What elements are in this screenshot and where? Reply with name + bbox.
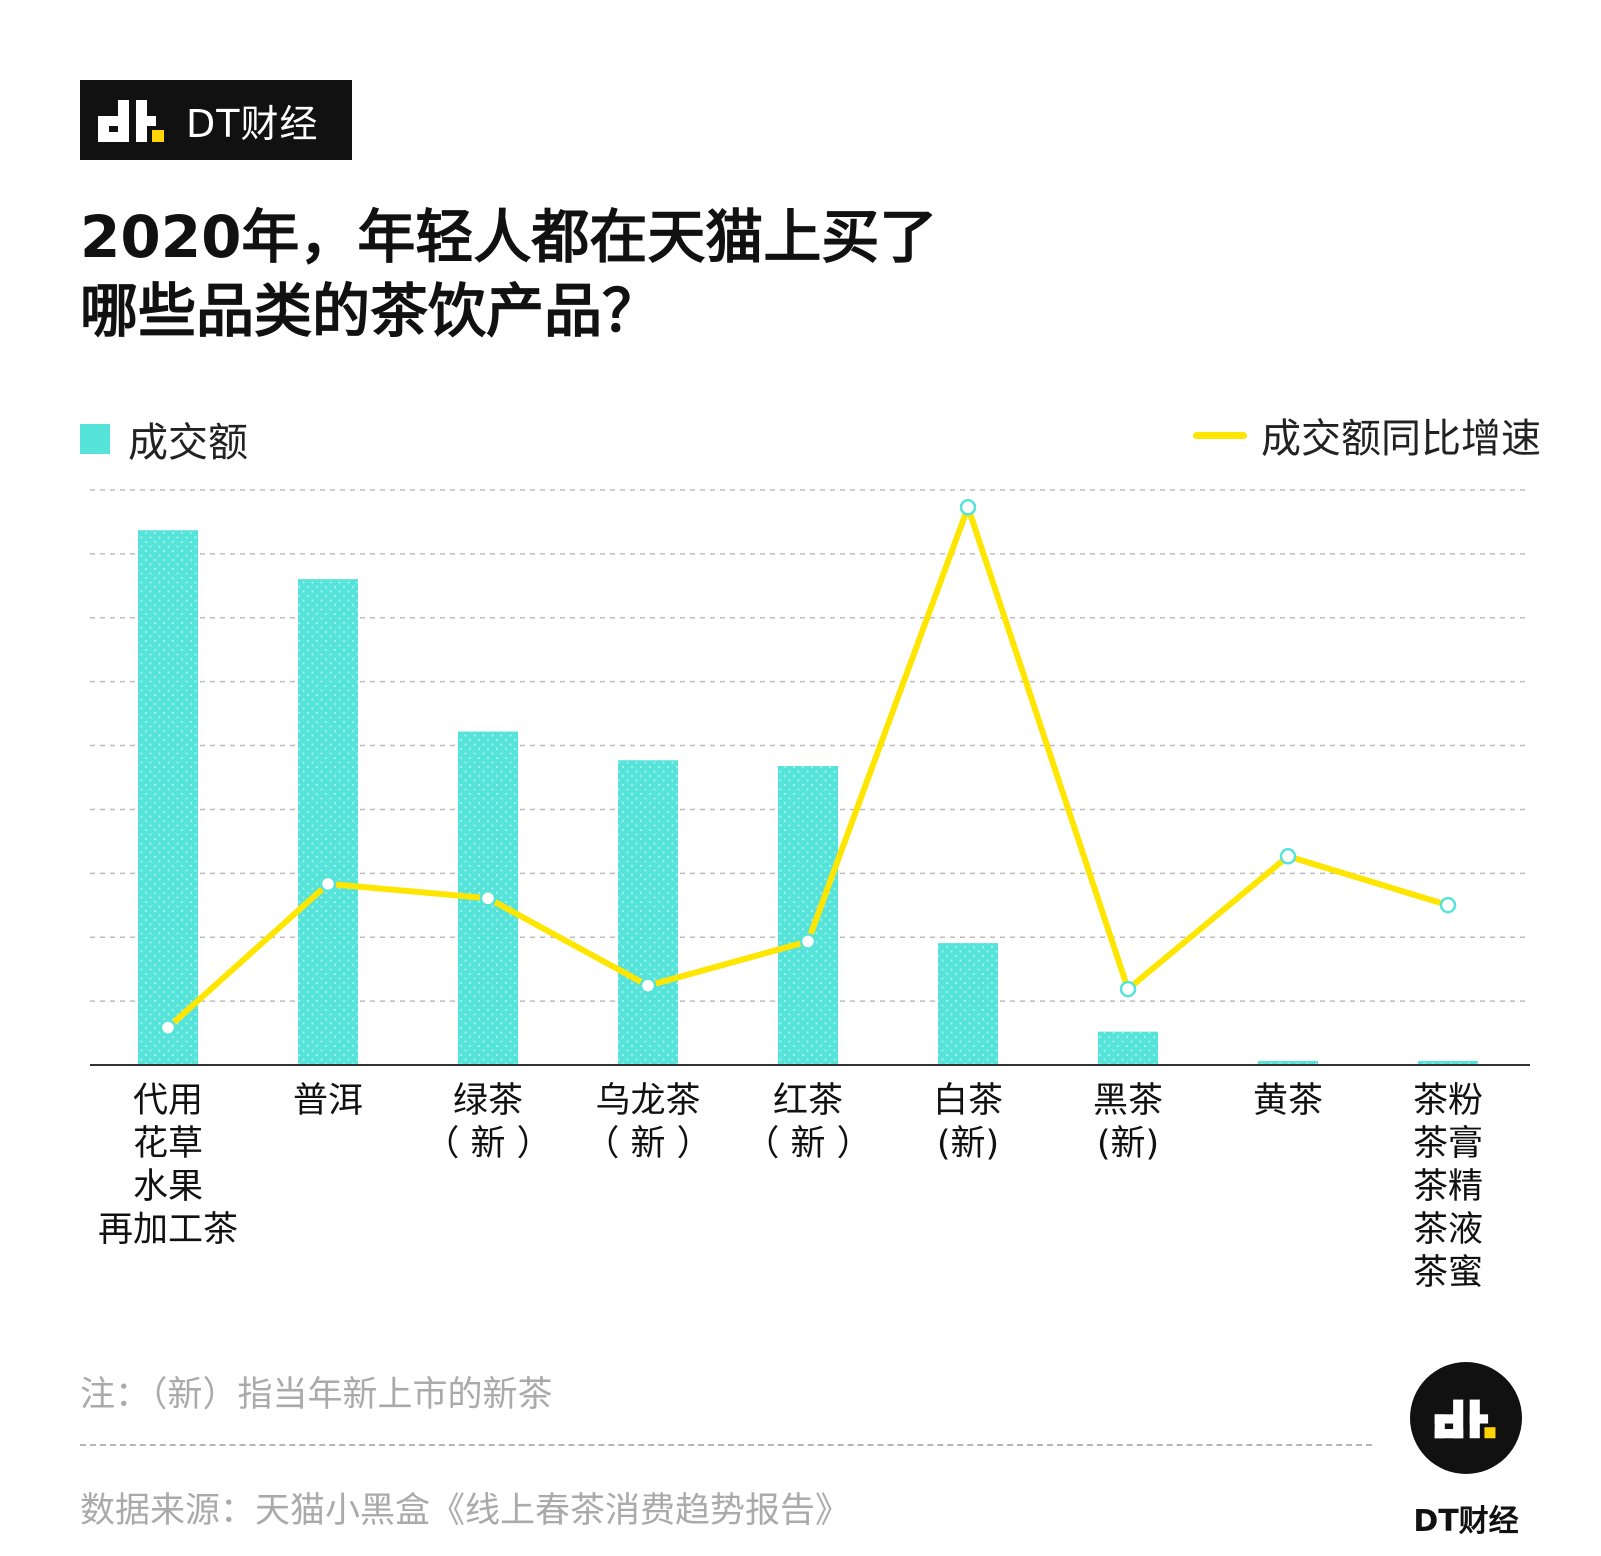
bar-texture bbox=[138, 530, 198, 1065]
brand-name: DT财经 bbox=[186, 101, 319, 146]
category-label-line: (新) bbox=[1096, 1124, 1160, 1164]
title-line-1: 2020年，年轻人都在天猫上买了 bbox=[80, 203, 938, 271]
title-line-2: 哪些品类的茶饮产品？ bbox=[80, 277, 661, 345]
category-label: 代用 花草 水果 再加工茶 bbox=[83, 1080, 253, 1252]
legend-bar: 成交额 bbox=[80, 410, 248, 468]
category-label: 白茶 (新) bbox=[883, 1080, 1053, 1166]
dt-logo-icon bbox=[98, 100, 164, 142]
growth-point bbox=[1439, 896, 1457, 914]
growth-point bbox=[1279, 848, 1297, 865]
bar-texture bbox=[1258, 1060, 1318, 1065]
bar-texture bbox=[1098, 1031, 1158, 1065]
category-label-line: （ 新 ） bbox=[424, 1124, 552, 1164]
chart-canvas bbox=[90, 489, 1530, 1066]
growth-point bbox=[959, 499, 977, 516]
round-logo-label: DT财经 bbox=[1413, 1504, 1519, 1539]
legend-line-swatch bbox=[1193, 431, 1247, 439]
category-label: 黄茶 bbox=[1203, 1080, 1373, 1123]
footnote: 注：（新）指当年新上市的新茶 bbox=[80, 1375, 553, 1415]
category-label: 普洱 bbox=[243, 1080, 413, 1123]
category-label-line: 黄茶 bbox=[1252, 1081, 1323, 1121]
data-source: 数据来源：天猫小黑盒《线上春茶消费趋势报告》 bbox=[80, 1491, 851, 1531]
legend-bar-label: 成交额 bbox=[128, 420, 248, 466]
category-label-line: 白茶 bbox=[932, 1081, 1003, 1121]
brand-logo-box: DT财经 bbox=[80, 80, 352, 160]
category-label-line: （ 新 ） bbox=[744, 1124, 872, 1164]
category-label-line: 茶液 bbox=[1412, 1210, 1483, 1250]
bar-texture bbox=[778, 766, 838, 1065]
category-label: 黑茶 (新) bbox=[1043, 1080, 1213, 1166]
category-label-line: 乌龙茶 bbox=[595, 1081, 701, 1121]
bar-series bbox=[138, 530, 1478, 1065]
category-label-line: 再加工茶 bbox=[97, 1210, 238, 1250]
category-label-line: 代用 bbox=[132, 1081, 203, 1121]
bar-texture bbox=[298, 579, 358, 1065]
bar-texture bbox=[938, 943, 998, 1065]
category-label-line: （ 新 ） bbox=[584, 1124, 712, 1164]
category-label-line: 茶粉 bbox=[1412, 1081, 1483, 1121]
footnote-divider bbox=[80, 1444, 1372, 1446]
round-logo bbox=[1410, 1362, 1522, 1474]
category-label-line: 黑茶 bbox=[1092, 1081, 1163, 1121]
growth-point bbox=[799, 933, 817, 950]
bar-texture bbox=[618, 760, 678, 1065]
category-label-line: 茶蜜 bbox=[1412, 1253, 1483, 1293]
category-label-line: 茶精 bbox=[1412, 1167, 1483, 1207]
bar-texture bbox=[1418, 1060, 1478, 1065]
category-label: 茶粉 茶膏 茶精 茶液 茶蜜 bbox=[1363, 1080, 1533, 1295]
category-label-line: 红茶 bbox=[772, 1081, 843, 1121]
line-series bbox=[159, 498, 1457, 1036]
legend-line: 成交额同比增速 bbox=[1193, 406, 1541, 464]
growth-point bbox=[159, 1019, 177, 1036]
dt-logo-icon bbox=[1434, 1399, 1496, 1439]
category-label-line: 水果 bbox=[132, 1167, 203, 1207]
category-label-line: (新) bbox=[936, 1124, 1000, 1164]
category-label-line: 茶膏 bbox=[1412, 1124, 1483, 1164]
category-label-line: 花草 bbox=[132, 1124, 203, 1164]
page-title: 2020年，年轻人都在天猫上买了 哪些品类的茶饮产品？ bbox=[80, 200, 980, 348]
growth-point bbox=[1119, 980, 1137, 998]
category-label: 绿茶（ 新 ） bbox=[403, 1080, 573, 1166]
legend-line-label: 成交额同比增速 bbox=[1261, 416, 1541, 462]
category-label: 乌龙茶（ 新 ） bbox=[563, 1080, 733, 1166]
category-label: 红茶（ 新 ） bbox=[723, 1080, 893, 1166]
growth-point bbox=[639, 977, 657, 994]
growth-point bbox=[319, 875, 337, 893]
category-label-line: 绿茶 bbox=[452, 1081, 523, 1121]
legend-bar-swatch bbox=[80, 424, 110, 454]
category-label-line: 普洱 bbox=[292, 1081, 363, 1121]
growth-point bbox=[479, 890, 497, 907]
